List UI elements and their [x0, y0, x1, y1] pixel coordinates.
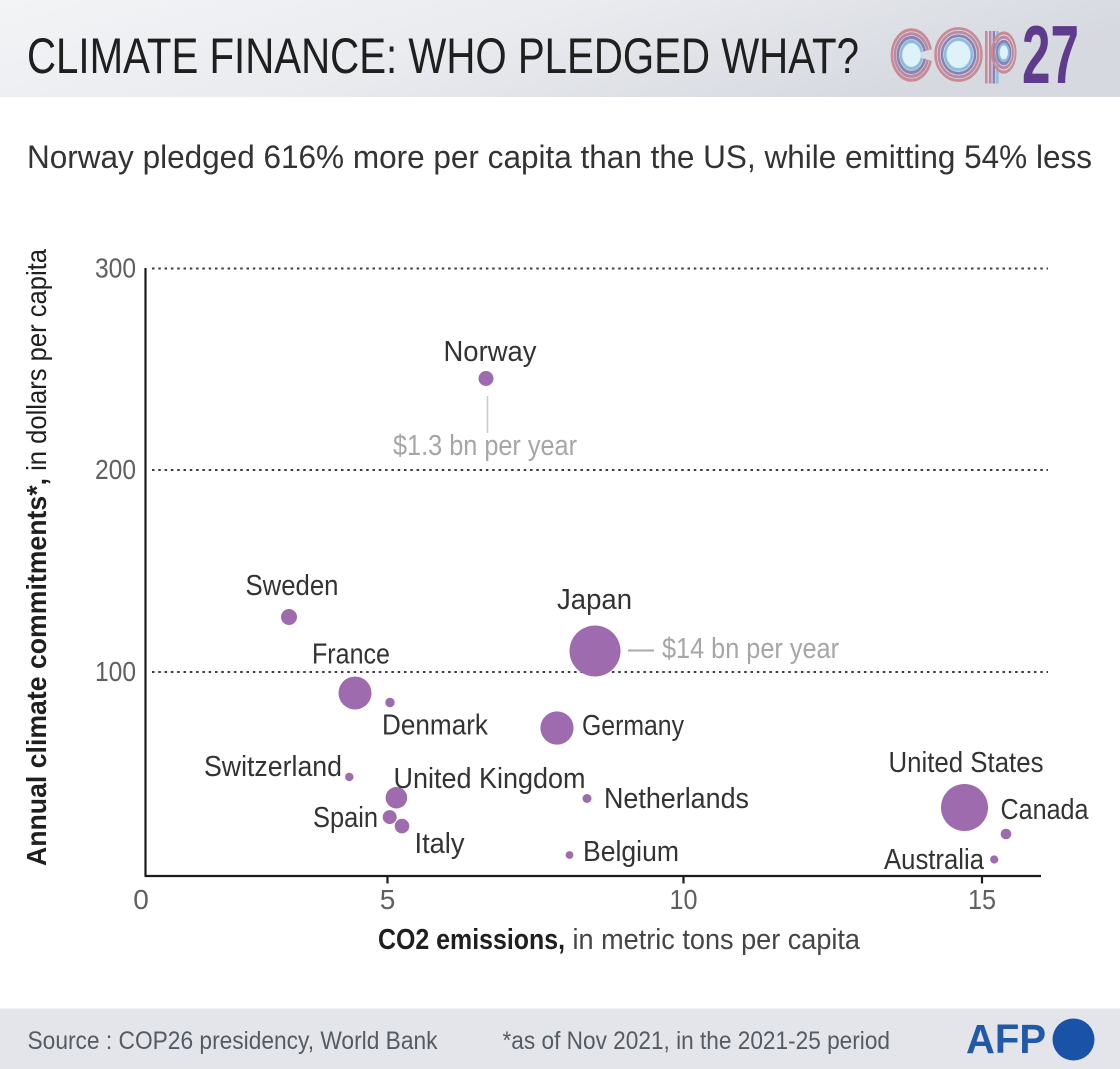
svg-text:Denmark: Denmark: [382, 710, 488, 742]
svg-text:27: 27: [1022, 8, 1079, 101]
svg-text:United States: United States: [889, 747, 1044, 779]
svg-text:Spain: Spain: [313, 802, 378, 834]
svg-text:*as of Nov 2021, in the 2021-2: *as of Nov 2021, in the 2021-25 period: [503, 1027, 891, 1055]
svg-text:United Kingdom: United Kingdom: [394, 763, 586, 795]
svg-text:Source : COP26 presidency, Wor: Source : COP26 presidency, World Bank: [28, 1027, 438, 1055]
svg-text:CO2 emissions, in metric tons: CO2 emissions, in metric tons per capita: [378, 924, 861, 956]
svg-text:AFP: AFP: [966, 1016, 1046, 1062]
svg-text:$1.3 bn per year: $1.3 bn per year: [393, 430, 577, 462]
svg-text:France: France: [312, 639, 390, 671]
svg-text:Germany: Germany: [582, 710, 684, 742]
svg-text:Netherlands: Netherlands: [604, 783, 749, 815]
svg-text:Annual climate commitments*, i: Annual climate commitments*, in dollars …: [21, 249, 52, 866]
svg-text:Italy: Italy: [415, 828, 465, 860]
svg-text:Belgium: Belgium: [583, 836, 679, 868]
svg-text:CLIMATE FINANCE: WHO PLEDGED W: CLIMATE FINANCE: WHO PLEDGED WHAT?: [27, 28, 859, 84]
svg-text:Norway: Norway: [444, 336, 537, 368]
svg-text:5: 5: [380, 884, 396, 915]
svg-text:0: 0: [133, 884, 149, 915]
svg-text:Norway pledged 616% more per c: Norway pledged 616% more per capita than…: [27, 139, 1092, 175]
svg-text:15: 15: [968, 884, 996, 915]
svg-text:Australia: Australia: [884, 844, 985, 876]
svg-text:Sweden: Sweden: [246, 570, 339, 602]
svg-text:10: 10: [670, 884, 698, 915]
svg-text:200: 200: [95, 454, 136, 485]
svg-text:100: 100: [95, 656, 136, 687]
svg-text:Canada: Canada: [1001, 794, 1090, 826]
svg-text:300: 300: [95, 253, 136, 284]
svg-text:Japan: Japan: [557, 584, 632, 616]
svg-text:Switzerland: Switzerland: [204, 751, 342, 783]
svg-text:$14 bn per year: $14 bn per year: [662, 633, 839, 665]
